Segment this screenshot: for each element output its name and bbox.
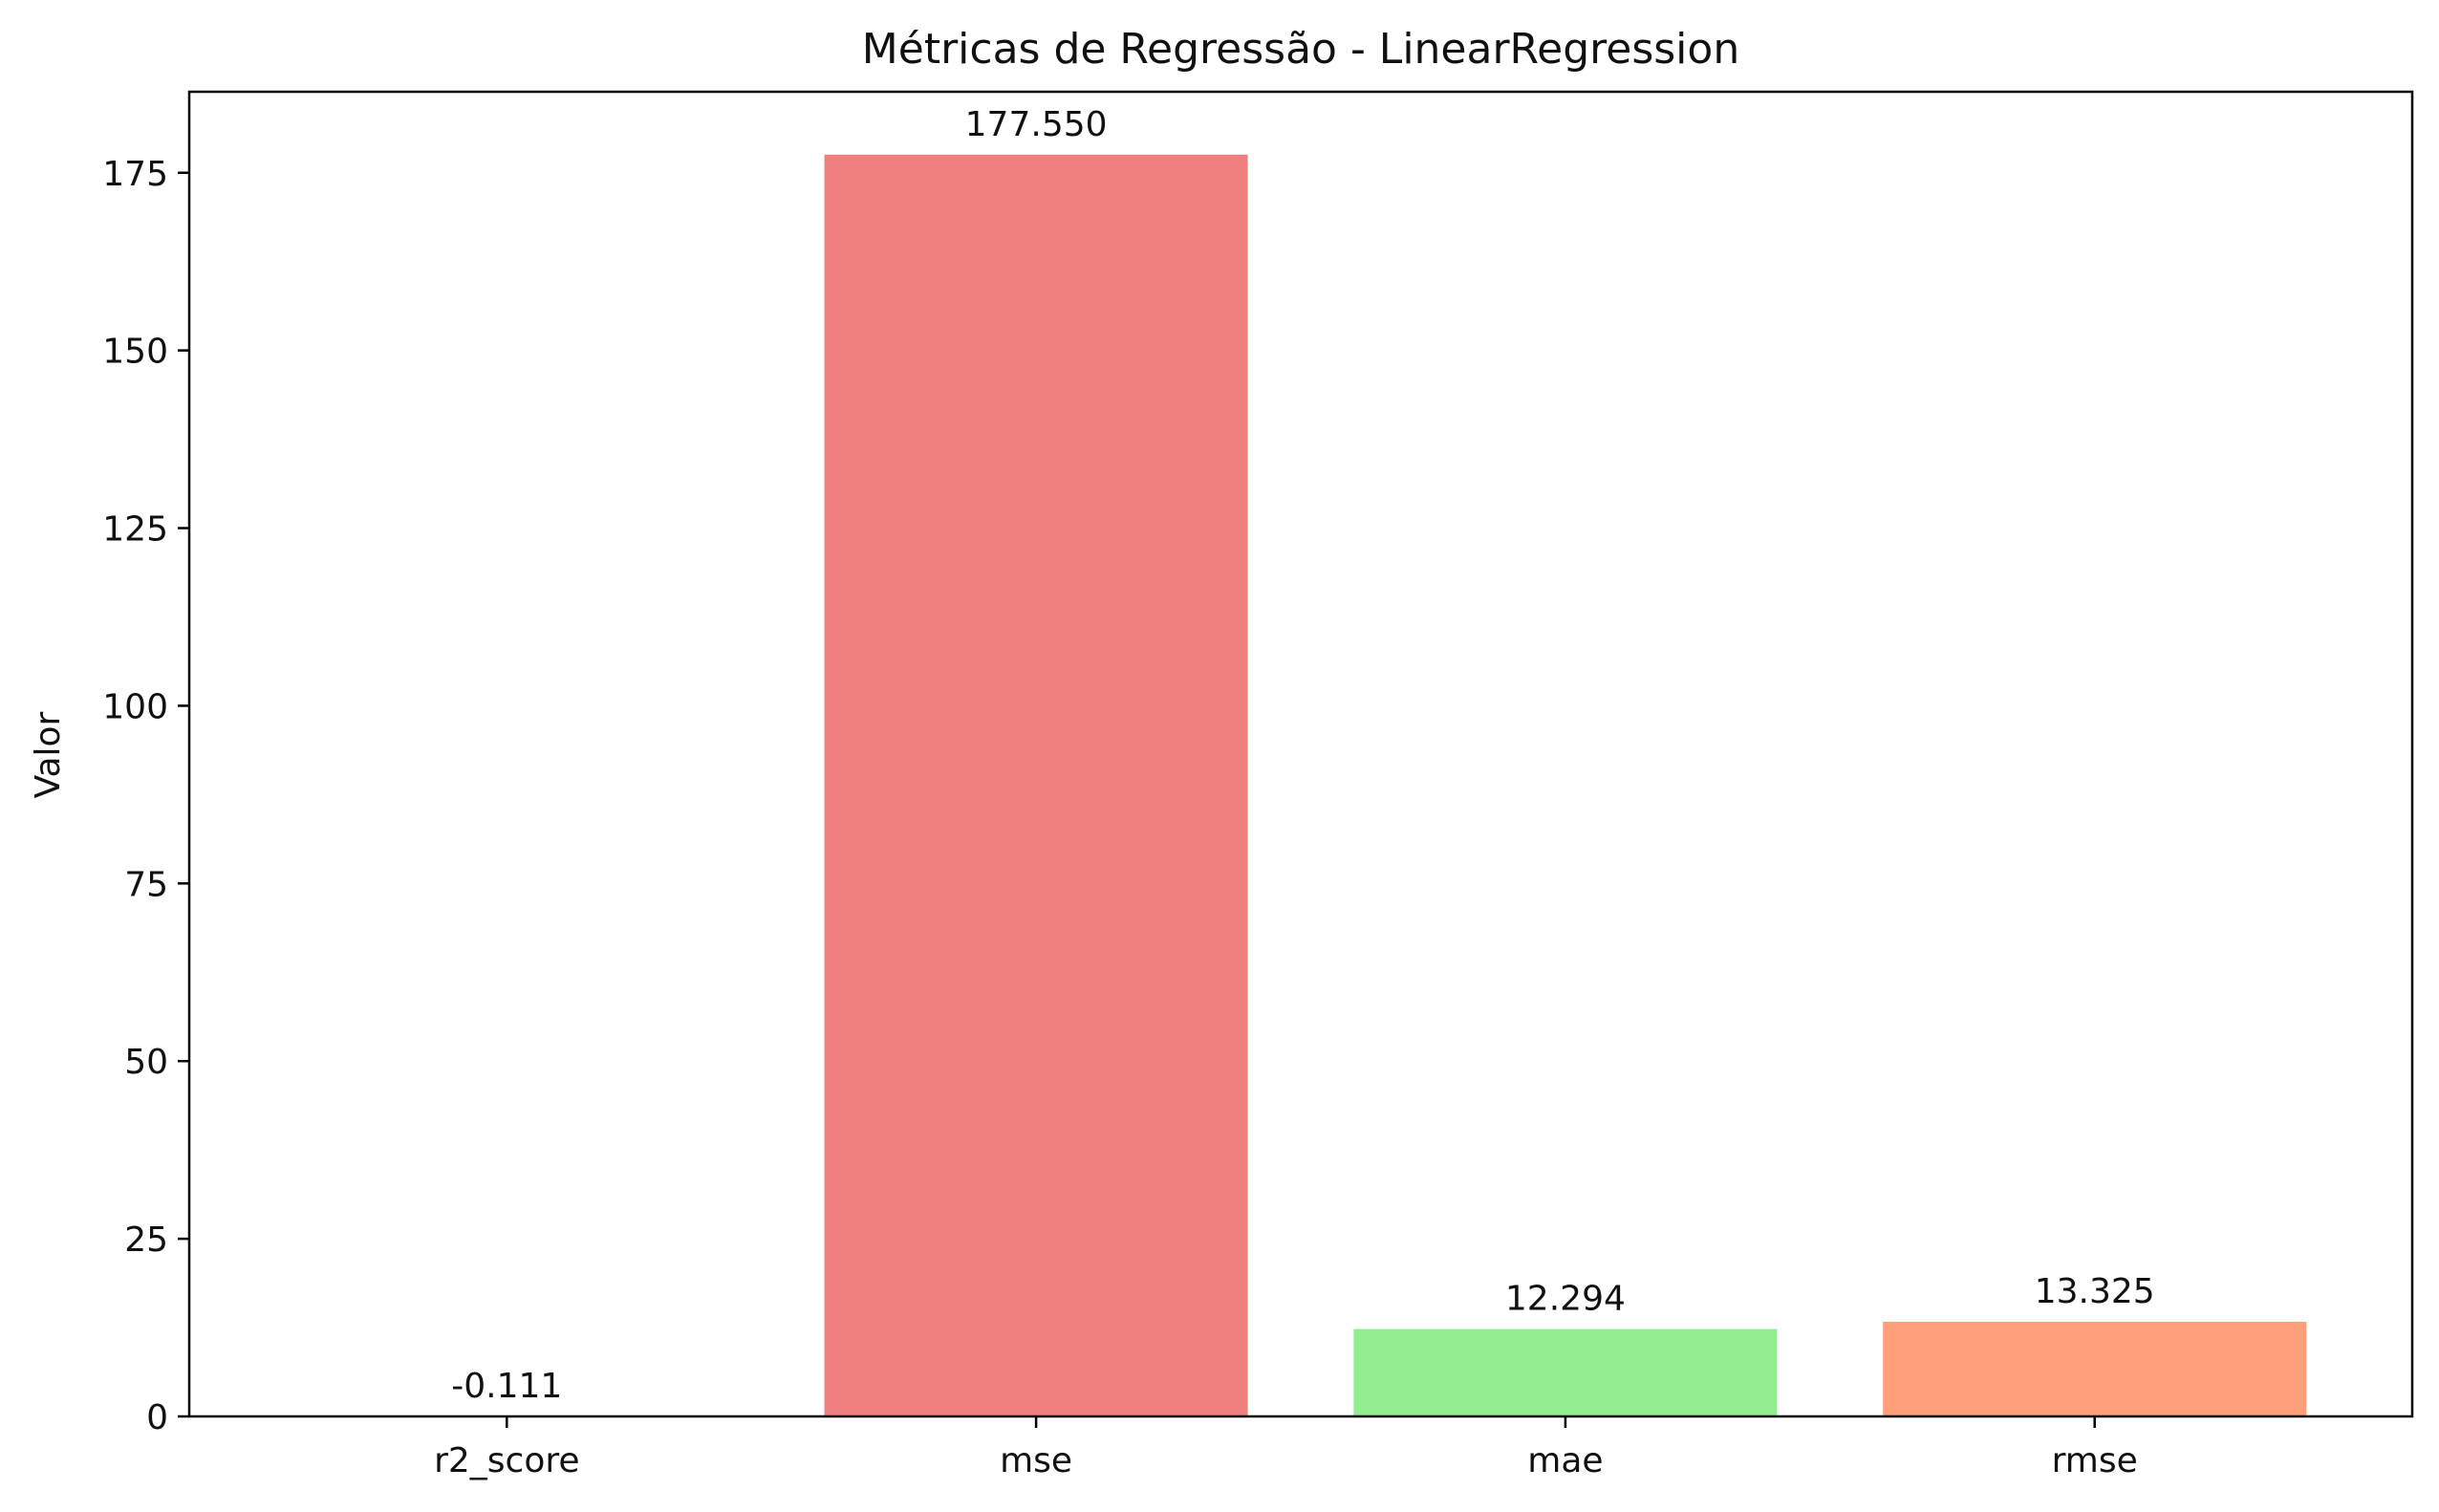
bar-mae xyxy=(1353,1328,1778,1416)
y-axis-ticks: 0 25 50 75 100 125 150 175 xyxy=(102,155,189,1437)
bar-mse xyxy=(824,154,1248,1416)
x-tick-label-mae: mae xyxy=(1527,1441,1603,1480)
x-axis-ticks: r2_score mse mae rmse xyxy=(434,1416,2138,1480)
data-label-r2_score: -0.111 xyxy=(451,1367,562,1406)
y-tick-label: 0 xyxy=(146,1398,168,1437)
data-labels: -0.111 177.550 12.294 13.325 xyxy=(451,105,2154,1406)
y-tick-label: 125 xyxy=(102,510,168,550)
data-label-rmse: 13.325 xyxy=(2035,1272,2155,1311)
bar-rmse xyxy=(1883,1321,2307,1416)
x-tick-label-mse: mse xyxy=(1000,1441,1072,1480)
y-tick-label: 100 xyxy=(102,687,168,726)
x-tick-label-rmse: rmse xyxy=(2052,1441,2138,1480)
y-axis-label: Valor xyxy=(29,711,68,798)
y-tick-label: 50 xyxy=(124,1043,168,1082)
y-tick-label: 150 xyxy=(102,333,168,372)
plot-frame xyxy=(187,90,2414,1418)
y-tick-label: 25 xyxy=(124,1220,168,1260)
data-label-mse: 177.550 xyxy=(965,105,1108,144)
y-tick-label: 75 xyxy=(124,865,168,904)
bars xyxy=(294,154,2307,1417)
data-label-mae: 12.294 xyxy=(1505,1280,1626,1319)
x-tick-label-r2_score: r2_score xyxy=(434,1441,579,1480)
y-tick-label: 175 xyxy=(102,155,168,194)
chart-title: Métricas de Regressão - LinearRegression xyxy=(862,25,1739,74)
